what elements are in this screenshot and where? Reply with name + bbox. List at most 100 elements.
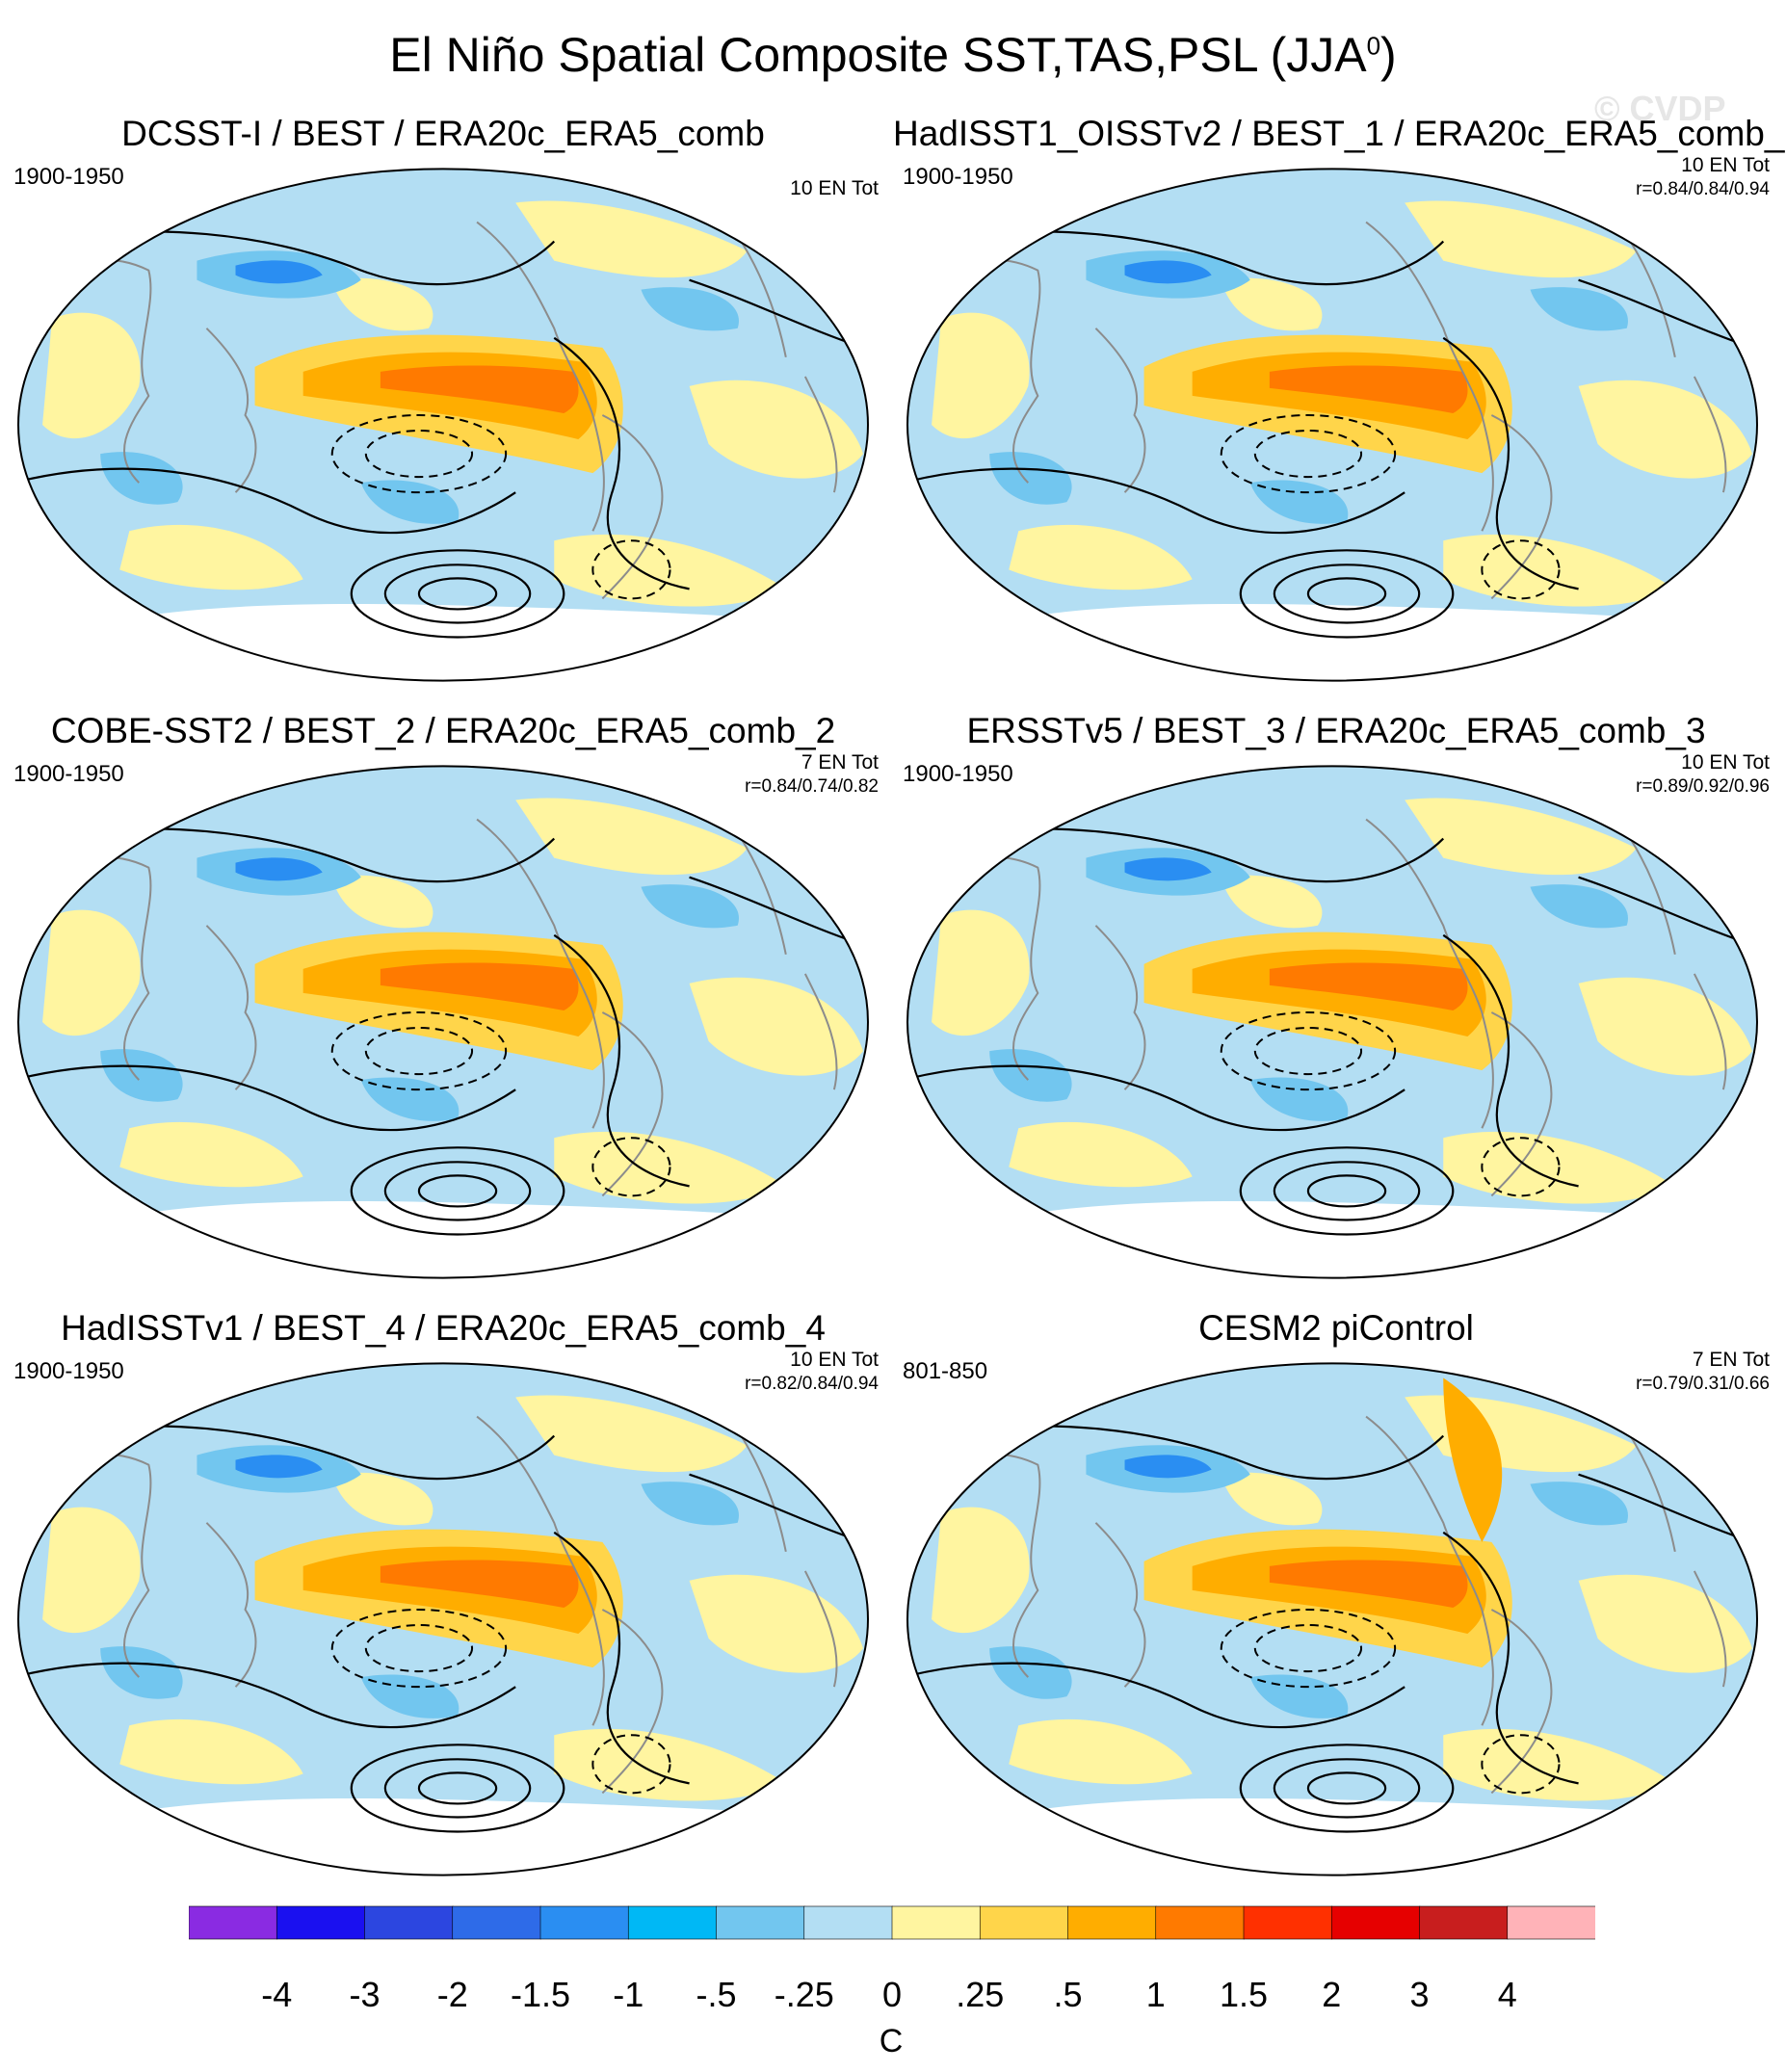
cool-anomaly-region — [360, 480, 460, 524]
map-panel: DCSST-I / BEST / ERA20c_ERA5_comb 1900-19… — [0, 114, 886, 730]
psl-low-contour — [1253, 1624, 1363, 1673]
psl-low-contour — [1481, 539, 1561, 600]
psl-high-contour — [1306, 1771, 1387, 1805]
map-frame — [906, 1362, 1758, 1876]
warm-anomaly-region — [932, 1507, 1030, 1634]
psl-high-contour — [350, 1146, 565, 1236]
warm-anomaly-region — [1009, 1121, 1193, 1188]
world-map — [906, 1362, 1758, 1876]
coastline — [601, 414, 664, 600]
warm-anomaly-region — [331, 875, 433, 929]
psl-high-contour — [350, 1744, 565, 1833]
world-map — [906, 168, 1758, 682]
psl-contour-positive — [553, 1531, 690, 1785]
psl-high-contour — [383, 564, 532, 624]
cool-anomaly-region — [1249, 480, 1349, 524]
psl-high-contour — [1239, 549, 1455, 639]
antarctica-landmask — [33, 1797, 854, 1875]
psl-high-contour — [417, 1771, 498, 1805]
nino-peak — [380, 1560, 579, 1608]
warm-anomaly-region — [1405, 200, 1637, 278]
warm-anomaly-region — [1221, 875, 1323, 929]
panel-event-count: 10 EN Tot — [790, 177, 879, 199]
antarctica-landmask — [922, 603, 1743, 681]
psl-low-contour — [1253, 430, 1363, 479]
coastline — [1693, 1570, 1727, 1688]
warm-anomaly-region — [42, 909, 141, 1036]
map-frame — [17, 168, 869, 682]
panel-period: 801-850 — [903, 1358, 988, 1384]
colorbar-tick-label: 3 — [1409, 1975, 1430, 2014]
psl-high-contour — [417, 577, 498, 611]
colorbar-tick-label: .25 — [956, 1975, 1005, 2014]
colorbar-segment — [539, 1905, 630, 1940]
panel-event-count: 10 EN Tot — [1681, 154, 1770, 176]
cool-anomaly-region — [360, 1674, 460, 1718]
psl-contour-positive — [907, 467, 1405, 535]
psl-contour-positive — [553, 933, 690, 1188]
warm-anomaly-region — [932, 909, 1030, 1036]
psl-contour-positive — [18, 467, 516, 535]
colorbar — [189, 1905, 1595, 1940]
nino-peak — [380, 365, 579, 413]
warm-anomaly-region — [331, 277, 433, 331]
colorbar-tick-label: -3 — [349, 1975, 381, 2014]
panel-correlation: r=0.89/0.92/0.96 — [1636, 776, 1770, 797]
psl-contour-positive — [689, 876, 864, 946]
psl-low-contour — [364, 430, 474, 479]
warm-anomaly-region — [1221, 277, 1323, 331]
coastline — [1094, 925, 1146, 1090]
cool-anomaly-region — [360, 1077, 460, 1121]
panel-title: DCSST-I / BEST / ERA20c_ERA5_comb — [121, 114, 765, 153]
panel-event-count: 10 EN Tot — [1681, 751, 1770, 774]
coastline — [1365, 1415, 1494, 1726]
panel-event-count: 7 EN Tot — [801, 751, 879, 774]
coastline — [476, 221, 605, 532]
colorbar-tick-label: -1 — [613, 1975, 644, 2014]
nino-peak — [380, 962, 579, 1010]
coastline — [1490, 1011, 1553, 1197]
coastline — [1094, 1522, 1146, 1688]
coastline — [1365, 221, 1494, 532]
antarctica-landmask — [33, 1200, 854, 1278]
psl-contour-positive — [553, 336, 690, 590]
coastline — [476, 1415, 605, 1726]
colorbar-tick-label: .5 — [1053, 1975, 1083, 2014]
psl-low-contour — [1253, 1027, 1363, 1076]
nino-peak — [1269, 962, 1468, 1010]
world-map — [906, 765, 1758, 1279]
world-map — [17, 765, 869, 1279]
psl-contour-positive — [689, 1473, 864, 1543]
cool-anomaly-region — [989, 1049, 1072, 1102]
panel-correlation: r=0.84/0.84/0.94 — [1636, 179, 1770, 199]
psl-high-contour — [1306, 1174, 1387, 1208]
psl-low-contour — [1220, 1010, 1397, 1091]
psl-low-contour — [330, 1010, 508, 1091]
warm-anomaly-region — [331, 1472, 433, 1526]
cold-anomaly-region — [1124, 857, 1212, 881]
coastline — [803, 1570, 838, 1688]
colorbar-segment — [364, 1905, 454, 1940]
map-frame — [17, 765, 869, 1279]
warm-anomaly-region — [42, 312, 141, 439]
colorbar-segment — [1243, 1905, 1333, 1940]
cool-anomaly-region — [641, 287, 739, 331]
panel-event-count: 10 EN Tot — [790, 1349, 879, 1371]
warm-anomaly-region — [119, 1121, 303, 1188]
map-panel: HadISST1_OISSTv2 / BEST_1 / ERA20c_ERA5_… — [893, 114, 1786, 730]
coastline — [1693, 376, 1727, 493]
cold-anomaly-region — [235, 1455, 323, 1479]
cool-anomaly-region — [1249, 1674, 1349, 1718]
psl-high-contour — [1306, 577, 1387, 611]
colorbar-segment — [1155, 1905, 1245, 1940]
coastline — [205, 1522, 257, 1688]
map-panel: HadISSTv1 / BEST_4 / ERA20c_ERA5_comb_4 1… — [0, 1308, 886, 1925]
cool-anomaly-region — [1249, 1077, 1349, 1121]
map-frame — [906, 765, 1758, 1279]
cool-anomaly-region — [641, 884, 739, 929]
colorbar-tick-label: 4 — [1497, 1975, 1517, 2014]
psl-contour-positive — [1578, 876, 1753, 946]
coastline — [1693, 973, 1727, 1090]
colorbar-tick-label: 1.5 — [1219, 1975, 1269, 2014]
antarctica-landmask — [33, 603, 854, 681]
